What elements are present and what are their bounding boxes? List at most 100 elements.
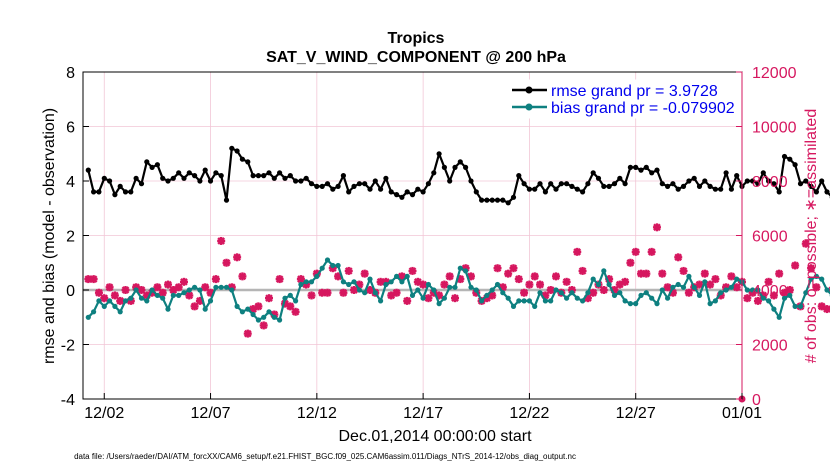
bias-point — [165, 306, 171, 312]
rmse-series — [85, 145, 830, 206]
bias-point — [494, 281, 501, 288]
bias-point — [718, 290, 724, 296]
obs-marker — [785, 286, 794, 294]
y2-tick-label: 6000 — [752, 229, 788, 246]
rmse-point — [819, 178, 825, 184]
obs-marker — [233, 253, 242, 262]
bias-point — [680, 284, 687, 290]
rmse-point — [532, 186, 538, 192]
obs-marker — [89, 275, 98, 284]
rmse-point — [781, 153, 788, 160]
obs-marker — [286, 302, 295, 311]
rmse-point — [627, 164, 634, 170]
obs-marker — [116, 296, 125, 305]
obs-marker — [323, 288, 332, 297]
bias-point — [277, 317, 283, 323]
bias-point — [819, 276, 825, 282]
obs-marker — [307, 291, 316, 300]
rmse-point — [734, 173, 740, 179]
rmse-point — [792, 162, 798, 168]
rmse-point — [207, 178, 214, 184]
y2-tick-label: 2000 — [752, 338, 788, 355]
bias-point — [654, 301, 660, 307]
bias-point — [298, 281, 304, 288]
rmse-point — [117, 183, 123, 189]
bias-point — [627, 301, 634, 307]
bias-point — [803, 290, 809, 296]
bias-point — [537, 290, 543, 296]
rmse-point — [691, 175, 697, 181]
rmse-point — [394, 192, 400, 198]
obs-marker — [259, 321, 268, 330]
rmse-point — [622, 181, 628, 187]
rmse-point — [202, 167, 208, 173]
rmse-point — [686, 178, 692, 184]
rmse-point — [457, 159, 463, 165]
bias-point — [394, 273, 400, 279]
rmse-point — [712, 186, 719, 192]
bias-point — [372, 290, 378, 296]
obs-marker — [764, 277, 773, 286]
rmse-point — [808, 183, 814, 189]
obs-marker — [254, 302, 263, 311]
obs-marker — [530, 272, 539, 281]
rmse-point — [707, 183, 713, 189]
rmse-point — [192, 173, 198, 179]
obs-marker — [265, 294, 274, 303]
obs-marker — [775, 269, 784, 278]
bias-point — [691, 284, 697, 290]
bias-point — [479, 298, 485, 304]
obs-marker — [573, 247, 582, 256]
bias-point — [261, 314, 267, 320]
obs-marker — [658, 269, 667, 278]
bias-point — [675, 281, 681, 288]
bias-point — [569, 290, 575, 296]
obs-marker — [94, 288, 103, 297]
bias-point — [314, 273, 320, 279]
legend-rmse-label: rmse grand pr = 3.9728 — [551, 83, 718, 100]
rmse-point — [234, 148, 240, 154]
rmse-point — [510, 194, 517, 200]
y2-tick-label: 4000 — [752, 283, 788, 300]
bias-point — [378, 298, 384, 304]
rmse-point — [473, 189, 479, 195]
bias-point — [696, 292, 703, 298]
y2-axis-label: # of obs: o=possible; ∗=assimilated — [803, 109, 820, 363]
rmse-point — [319, 183, 325, 189]
bias-point — [117, 309, 123, 315]
rmse-point — [112, 192, 118, 198]
bias-point — [431, 287, 437, 293]
bias-point — [229, 287, 235, 293]
rmse-point — [494, 197, 501, 203]
bias-point — [330, 262, 336, 269]
rmse-point — [580, 189, 586, 195]
obs-marker — [578, 266, 587, 275]
bias-point — [457, 265, 463, 271]
bias-point — [638, 292, 644, 298]
rmse-point — [468, 178, 474, 184]
bias-point — [282, 295, 288, 301]
rmse-point — [617, 175, 623, 181]
y-tick-label: 0 — [66, 283, 75, 300]
bias-point — [346, 281, 352, 288]
obs-marker — [583, 294, 592, 303]
rmse-point — [303, 175, 309, 181]
obs-marker — [700, 269, 709, 278]
rmse-point — [797, 181, 804, 187]
obs-marker — [801, 239, 810, 248]
rmse-point — [362, 181, 368, 187]
rmse-point — [643, 164, 649, 170]
bias-point — [824, 287, 830, 293]
bias-point — [712, 298, 719, 304]
bias-point — [101, 303, 107, 309]
obs-marker — [706, 280, 715, 289]
rmse-point — [144, 159, 150, 165]
x-tick-label: 12/22 — [509, 405, 549, 422]
bias-point — [643, 290, 649, 296]
x-axis-label: Dec.01,2014 00:00:00 start — [338, 428, 532, 445]
chart-title: Tropics — [388, 30, 445, 47]
rmse-point — [611, 181, 618, 187]
obs-marker — [551, 272, 560, 281]
rmse-point — [383, 175, 389, 181]
